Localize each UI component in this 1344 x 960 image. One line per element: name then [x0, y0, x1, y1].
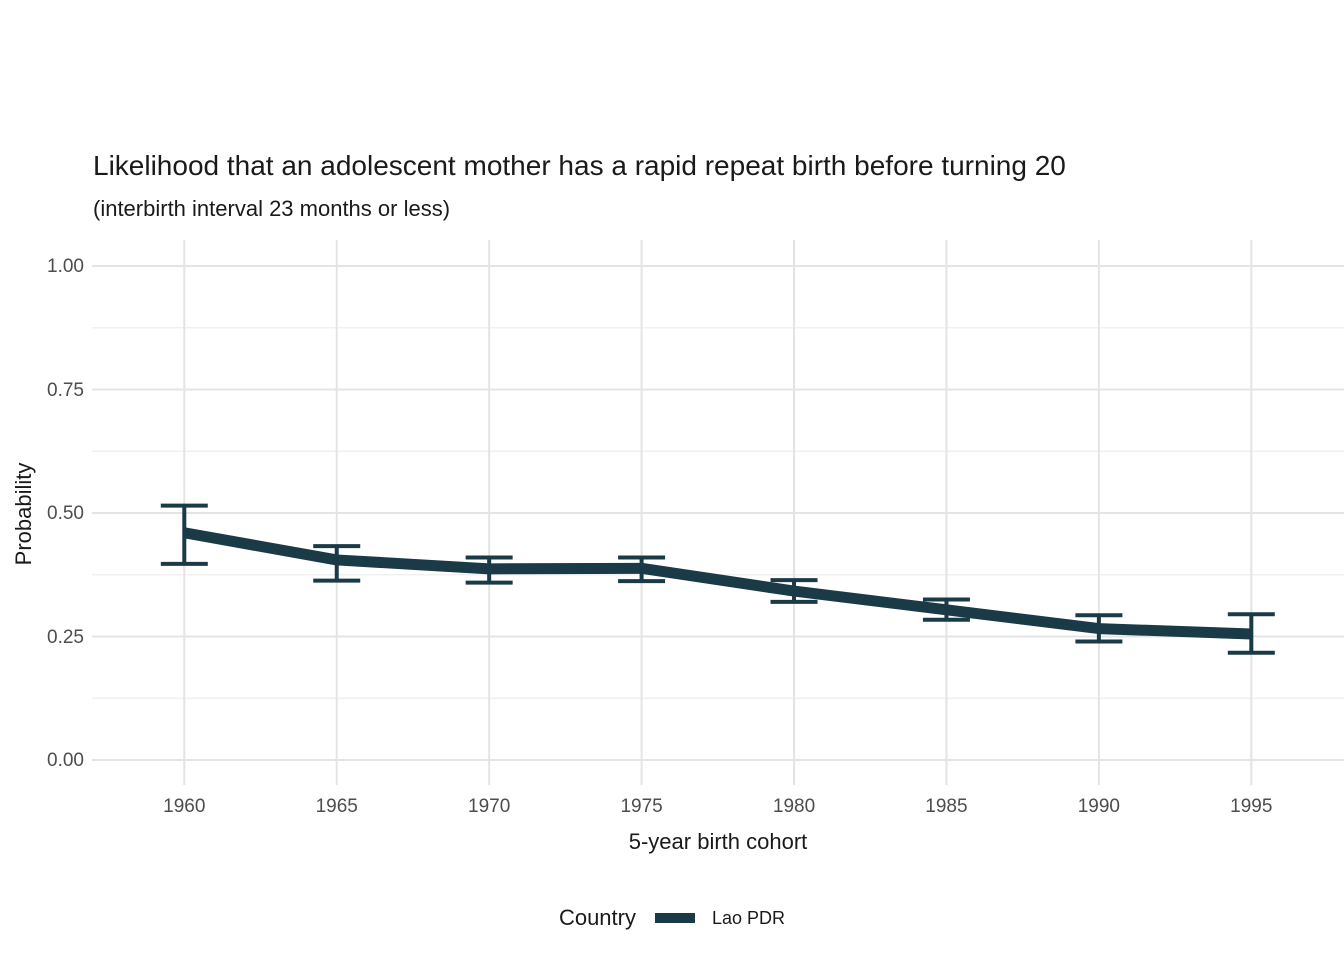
- x-tick-label: 1965: [315, 796, 358, 817]
- trend-line: [183, 527, 1252, 640]
- x-axis-title: 5-year birth cohort: [628, 829, 808, 854]
- x-tick-label: 1970: [468, 796, 511, 817]
- x-tick-label: 1960: [163, 796, 206, 817]
- legend: Country Lao PDR: [0, 905, 1344, 931]
- legend-title: Country: [558, 905, 636, 930]
- x-tick-label: 1985: [925, 796, 968, 817]
- x-tick-label: 1995: [1230, 796, 1273, 817]
- y-tick-label: 1.00: [47, 256, 84, 277]
- x-tick-label: 1975: [620, 796, 663, 817]
- y-tick-label: 0.50: [47, 503, 84, 524]
- y-tick-label: 0.00: [47, 750, 84, 771]
- y-tick-label: 0.75: [47, 379, 84, 401]
- y-tick-label: 0.25: [47, 626, 84, 648]
- legend-entry-label: Lao PDR: [712, 907, 786, 928]
- legend-line-swatch: [655, 913, 695, 923]
- x-tick-label: 1990: [1077, 796, 1121, 817]
- x-tick-label: 1980: [772, 796, 816, 817]
- chart-title: Likelihood that an adolescent mother has…: [93, 150, 1066, 181]
- chart-subtitle: (interbirth interval 23 months or less): [93, 196, 451, 221]
